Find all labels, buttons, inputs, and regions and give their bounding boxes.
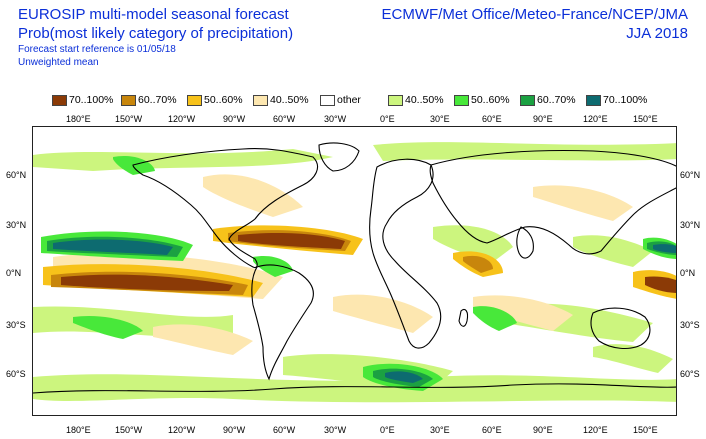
lon-label-top: 120°W <box>168 114 196 124</box>
precipitation-map <box>32 126 677 416</box>
organisations-label: ECMWF/Met Office/Meteo-France/NCEP/JMA <box>381 6 688 23</box>
lat-label-right: 60°N <box>680 170 701 180</box>
legend-swatch <box>454 94 469 106</box>
lon-label-top: 30°W <box>324 114 347 124</box>
lat-label-left: 60°S <box>6 369 26 379</box>
legend-label: 60..70% <box>138 94 177 106</box>
legend-item: 70..100% <box>52 93 113 107</box>
legend-item: other <box>320 93 361 107</box>
legend-item: 40..50% <box>388 93 444 107</box>
legend-swatch <box>586 94 601 106</box>
weighting-note: Unweighted mean <box>18 57 99 68</box>
map-subtitle: Prob(most likely category of precipitati… <box>18 25 294 42</box>
forecast-reference: Forecast start reference is 01/05/18 <box>18 44 176 55</box>
lon-label-bottom: 60°E <box>482 425 502 435</box>
lat-label-left: 30°S <box>6 320 26 330</box>
lon-label-bottom: 30°W <box>324 425 347 435</box>
legend-swatch <box>187 94 202 106</box>
lat-label-right: 0°N <box>680 268 696 278</box>
legend-label: 60..70% <box>537 94 576 106</box>
lon-label-top: 0°E <box>380 114 395 124</box>
lon-label-bottom: 90°E <box>533 425 553 435</box>
lat-label-right: 30°N <box>680 220 701 230</box>
legend-label: 40..50% <box>405 94 444 106</box>
lon-label-bottom: 150°E <box>633 425 658 435</box>
dry-70-100-regions <box>61 233 676 293</box>
lon-label-bottom: 90°W <box>223 425 246 435</box>
map-title: EUROSIP multi-model seasonal forecast <box>18 6 289 23</box>
legend-item: 60..70% <box>520 93 576 107</box>
lon-label-bottom: 0°E <box>380 425 395 435</box>
lon-label-top: 150°E <box>633 114 658 124</box>
lon-label-top: 30°E <box>430 114 450 124</box>
legend-item: 50..60% <box>187 93 243 107</box>
lat-label-right: 60°S <box>680 369 700 379</box>
legend-swatch <box>388 94 403 106</box>
lon-label-bottom: 30°E <box>430 425 450 435</box>
legend-swatch <box>253 94 268 106</box>
legend-label: 40..50% <box>270 94 309 106</box>
legend-label: other <box>337 94 361 106</box>
lon-label-top: 120°E <box>583 114 608 124</box>
legend-label: 70..100% <box>603 94 648 106</box>
legend-item: 60..70% <box>121 93 177 107</box>
lon-label-bottom: 60°W <box>273 425 296 435</box>
legend-swatch <box>320 94 335 106</box>
lat-label-right: 30°S <box>680 320 700 330</box>
lat-label-left: 0°N <box>6 268 22 278</box>
legend-label: 70..100% <box>69 94 114 106</box>
lon-label-bottom: 180°E <box>66 425 91 435</box>
coastlines <box>33 142 676 394</box>
lat-label-left: 30°N <box>6 220 27 230</box>
legend-swatch <box>52 94 67 106</box>
map-canvas <box>33 142 676 403</box>
wet-70-100-regions <box>53 239 676 383</box>
lon-label-top: 180°E <box>66 114 91 124</box>
lon-label-top: 90°W <box>223 114 246 124</box>
lon-label-top: 150°W <box>115 114 143 124</box>
legend-swatch <box>121 94 136 106</box>
lon-label-top: 90°E <box>533 114 553 124</box>
lon-label-bottom: 150°W <box>115 425 143 435</box>
legend-label: 50..60% <box>204 94 243 106</box>
legend-label: 50..60% <box>471 94 510 106</box>
legend-item: 50..60% <box>454 93 510 107</box>
legend-swatch <box>520 94 535 106</box>
legend-item: 40..50% <box>253 93 309 107</box>
lon-label-bottom: 120°E <box>583 425 608 435</box>
lat-label-left: 60°N <box>6 170 27 180</box>
lon-label-top: 60°W <box>273 114 296 124</box>
legend-item: 70..100% <box>586 93 647 107</box>
season-label: JJA 2018 <box>626 25 688 42</box>
lon-label-top: 60°E <box>482 114 502 124</box>
lon-label-bottom: 120°W <box>168 425 196 435</box>
